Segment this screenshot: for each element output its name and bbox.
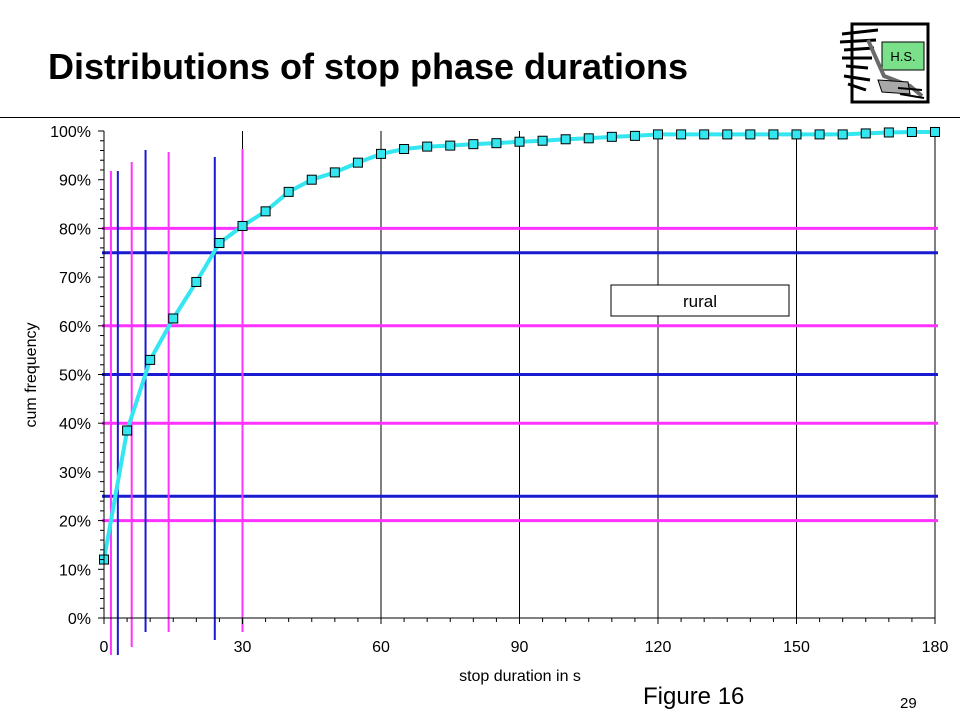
data-point <box>468 139 479 150</box>
data-point <box>699 129 710 140</box>
data-point <box>376 148 386 159</box>
hs-logo-icon: H.S. <box>839 22 930 104</box>
data-point <box>906 126 917 137</box>
data-point <box>768 129 779 140</box>
data-point <box>237 220 248 231</box>
y-tick-label: 80% <box>59 221 91 238</box>
y-axis-label: cum frequency <box>23 323 40 428</box>
data-point <box>606 131 617 142</box>
axes <box>98 130 936 624</box>
data-point <box>283 186 294 197</box>
data-point <box>422 141 433 152</box>
legend-label: rural <box>683 292 717 311</box>
y-tick-label: 50% <box>59 368 91 385</box>
title-divider <box>0 117 960 118</box>
figure-caption: Figure 16 <box>643 683 745 710</box>
data-point <box>791 129 802 140</box>
x-tick-label: 180 <box>922 639 949 656</box>
data-point <box>583 133 594 144</box>
data-point <box>122 425 133 436</box>
x-axis-label: stop duration in s <box>459 668 581 685</box>
legend: rural <box>610 284 790 317</box>
data-point <box>491 138 502 149</box>
x-tick-label: 150 <box>783 639 810 656</box>
data-point <box>745 129 756 140</box>
y-tick-label: 10% <box>59 562 91 579</box>
data-point <box>214 238 225 249</box>
series-layer <box>99 126 940 565</box>
x-tick-label: 30 <box>234 639 252 656</box>
data-point <box>629 130 640 141</box>
page-number: 29 <box>900 695 917 712</box>
y-tick-label: 90% <box>59 173 91 190</box>
data-point <box>860 128 871 139</box>
reference-lines <box>102 149 938 655</box>
data-point <box>722 129 733 140</box>
data-point <box>352 157 363 168</box>
x-tick-label: 0 <box>100 639 109 656</box>
y-tick-label: 30% <box>59 465 91 482</box>
data-point <box>306 174 317 185</box>
data-point <box>930 126 940 137</box>
data-point <box>191 276 202 287</box>
logo-text: H.S. <box>890 49 915 64</box>
x-tick-label: 60 <box>372 639 390 656</box>
y-tick-label: 20% <box>59 514 91 531</box>
data-point <box>399 144 410 155</box>
data-point <box>814 129 825 140</box>
y-tick-label: 100% <box>50 124 91 141</box>
data-point <box>514 136 525 147</box>
data-point <box>168 313 179 324</box>
data-point <box>537 135 548 146</box>
y-tick-label: 60% <box>59 319 91 336</box>
data-point <box>653 129 663 140</box>
data-point <box>329 167 340 178</box>
legend-box <box>610 284 790 317</box>
y-tick-label: 70% <box>59 270 91 287</box>
y-tick-label: 40% <box>59 416 91 433</box>
x-tick-label: 90 <box>511 639 529 656</box>
tick-labels: 0% 10% 20% 30% 40% 50% 60% 70% 80% 90% 100% 0 30 60 90… <box>50 124 948 656</box>
slide-title: Distributions of stop phase durations <box>48 46 689 87</box>
x-tick-label: 120 <box>645 639 672 656</box>
data-point <box>260 206 271 217</box>
data-point <box>145 354 156 365</box>
y-tick-label: 0% <box>68 611 91 628</box>
data-point <box>445 140 456 151</box>
axis-labels: stop duration in s cum frequency <box>23 323 581 685</box>
data-point <box>676 129 687 140</box>
data-point <box>560 134 571 145</box>
data-point <box>837 129 848 140</box>
data-point <box>883 127 894 138</box>
